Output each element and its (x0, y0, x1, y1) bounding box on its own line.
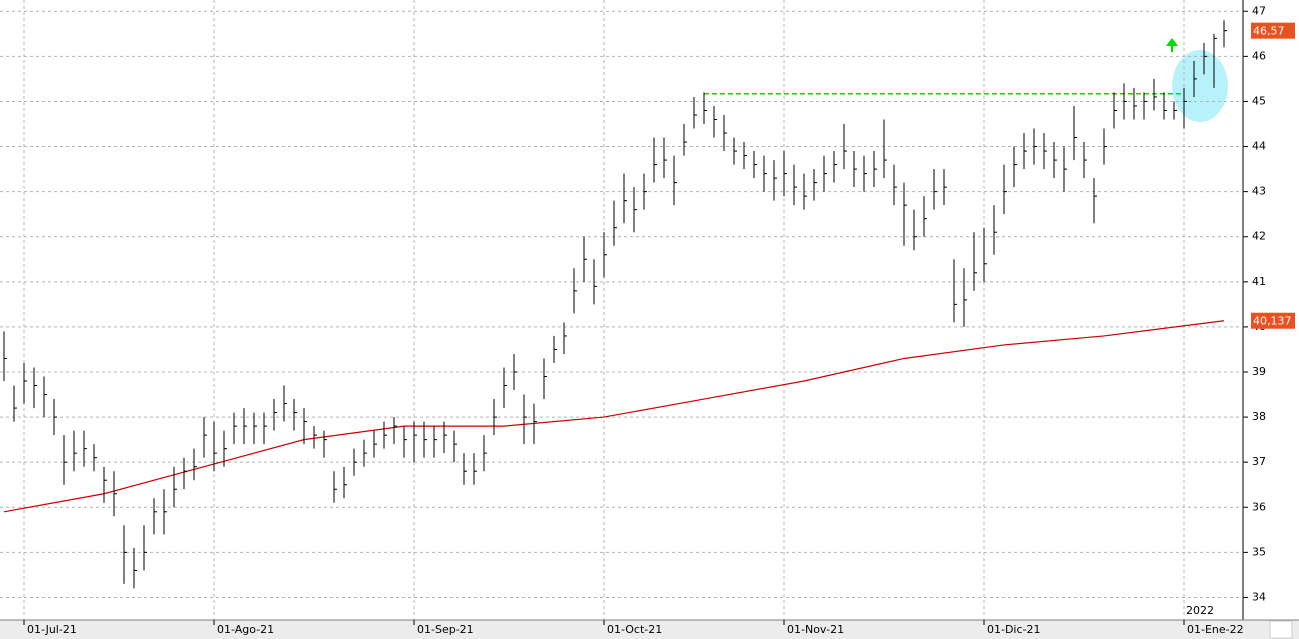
y-tick-label: 47 (1252, 4, 1266, 17)
x-tick-label: 01-Jul-21 (27, 623, 77, 636)
ma-label: 40,137 (1253, 315, 1292, 328)
y-tick-label: 36 (1252, 500, 1266, 513)
x-tick-label: 01-Nov-21 (787, 623, 844, 636)
highlight-ellipse (1172, 50, 1228, 122)
price-label: 46,57 (1253, 25, 1285, 38)
y-tick-label: 46 (1252, 49, 1266, 62)
y-tick-label: 44 (1252, 140, 1266, 153)
corner-icon (1269, 620, 1293, 639)
y-tick-label: 37 (1252, 455, 1266, 468)
x-axis-strip (0, 620, 1299, 639)
ma-label-box (1251, 312, 1295, 329)
x-tick-label: 01-Sep-21 (417, 623, 474, 636)
y-tick-label: 39 (1252, 365, 1266, 378)
up-arrow (1166, 38, 1178, 52)
y-tick-label: 41 (1252, 275, 1266, 288)
x-tick-label: 01-Ene-22 (1187, 623, 1244, 636)
moving-average (3, 320, 1225, 513)
x-tick-label: 01-Oct-21 (607, 623, 662, 636)
y-tick-label: 38 (1252, 410, 1266, 423)
x-tick-label: 01-Ago-21 (217, 623, 274, 636)
year-label: 2022 (1186, 604, 1214, 617)
y-tick-label: 43 (1252, 185, 1266, 198)
y-tick-label: 45 (1252, 94, 1266, 107)
price-label-box (1251, 22, 1295, 39)
y-tick-label: 35 (1252, 545, 1266, 558)
x-tick-label: 01-Dic-21 (987, 623, 1041, 636)
y-tick-label: 42 (1252, 230, 1266, 243)
y-tick-label: 34 (1252, 590, 1266, 603)
